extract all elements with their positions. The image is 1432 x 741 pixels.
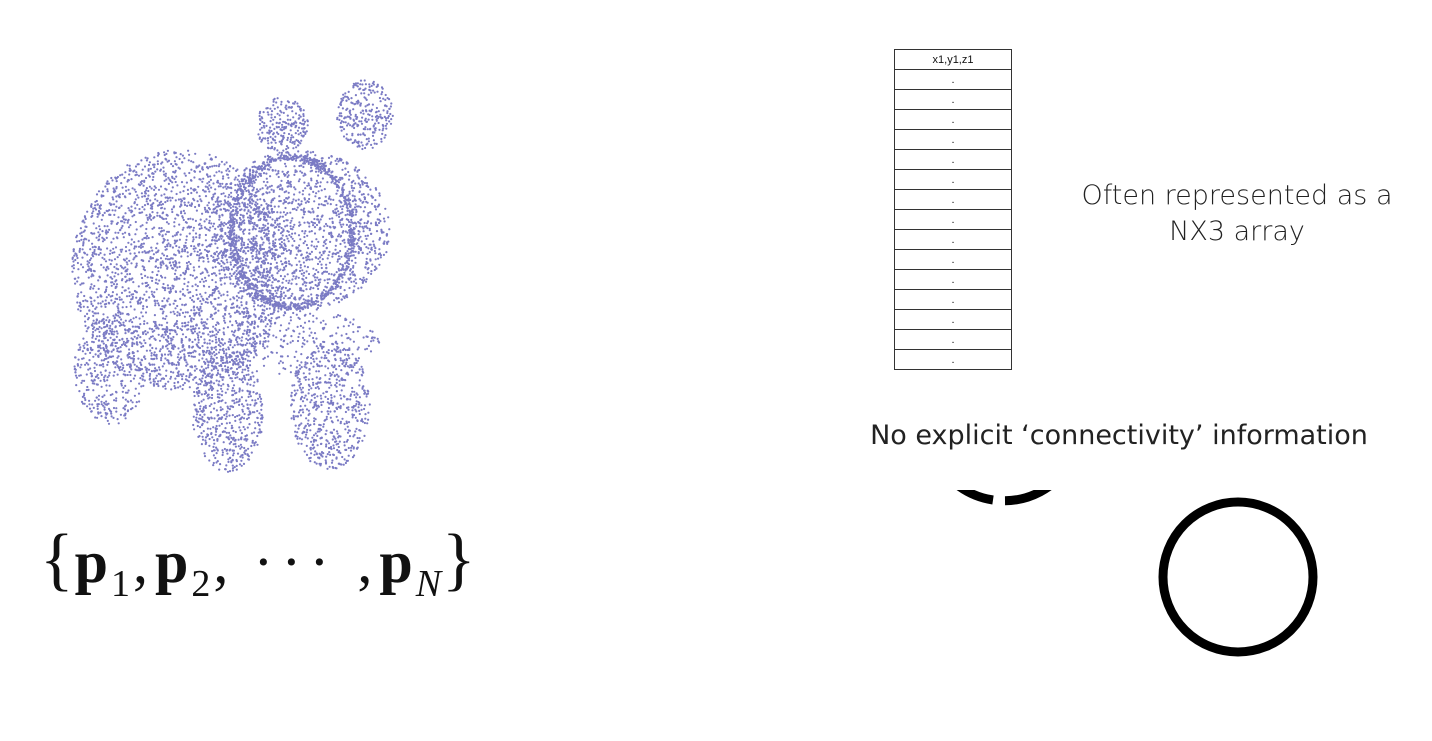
array-cell: . — [894, 89, 1012, 110]
array-row: . — [894, 149, 1012, 170]
array-cell: . — [894, 149, 1012, 170]
subscript-2: 2 — [191, 563, 212, 605]
point-cloud-cow — [71, 79, 394, 473]
array-cell: . — [894, 209, 1012, 230]
representation-caption: Often represented as a NX3 array — [1060, 178, 1414, 250]
array-row: . — [894, 129, 1012, 150]
array-cell: . — [894, 269, 1012, 290]
close-brace: } — [442, 521, 477, 598]
array-header-row: x1,y1,z1 — [894, 49, 1012, 70]
array-row: . — [894, 309, 1012, 330]
ellipsis: ··· — [253, 529, 338, 595]
point-set-formula: {p1, p2, ···, pN} — [40, 521, 477, 605]
open-brace: { — [40, 521, 75, 598]
point-pN: p — [379, 529, 414, 595]
subscript-1: 1 — [110, 563, 131, 605]
array-cell: . — [894, 289, 1012, 310]
broken-circle — [956, 490, 1052, 506]
array-cell: . — [894, 349, 1012, 370]
subscript-N: N — [415, 563, 443, 605]
array-row: . — [894, 289, 1012, 310]
representation-line-1: Often represented as a — [1081, 180, 1393, 211]
array-row: . — [894, 69, 1012, 90]
connectivity-circles — [956, 490, 1318, 657]
array-row: . — [894, 189, 1012, 210]
array-cell: . — [894, 249, 1012, 270]
array-cell: . — [894, 69, 1012, 90]
array-cell: . — [894, 169, 1012, 190]
array-cell: . — [894, 309, 1012, 330]
array-row: . — [894, 349, 1012, 370]
array-row: . — [894, 269, 1012, 290]
array-cell: . — [894, 129, 1012, 150]
array-cell: . — [894, 109, 1012, 130]
array-cell: . — [894, 189, 1012, 210]
array-row: . — [894, 249, 1012, 270]
array-header-cell: x1,y1,z1 — [894, 49, 1012, 70]
array-row: . — [894, 169, 1012, 190]
point-p1: p — [74, 529, 109, 595]
array-row: . — [894, 229, 1012, 250]
array-row: . — [894, 89, 1012, 110]
point-p2: p — [154, 529, 190, 595]
representation-line-2: NX3 array — [1169, 216, 1305, 247]
array-cell: . — [894, 229, 1012, 250]
array-row: . — [894, 109, 1012, 130]
nx3-array-table: x1,y1,z1 ............... — [894, 49, 1012, 370]
array-row: . — [894, 329, 1012, 350]
array-cell: . — [894, 329, 1012, 350]
array-row: . — [894, 209, 1012, 230]
closed-circle — [1158, 497, 1318, 657]
connectivity-caption: No explicit ‘connectivity’ information — [870, 420, 1368, 451]
